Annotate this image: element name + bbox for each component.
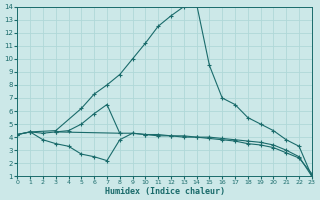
X-axis label: Humidex (Indice chaleur): Humidex (Indice chaleur) (105, 187, 225, 196)
